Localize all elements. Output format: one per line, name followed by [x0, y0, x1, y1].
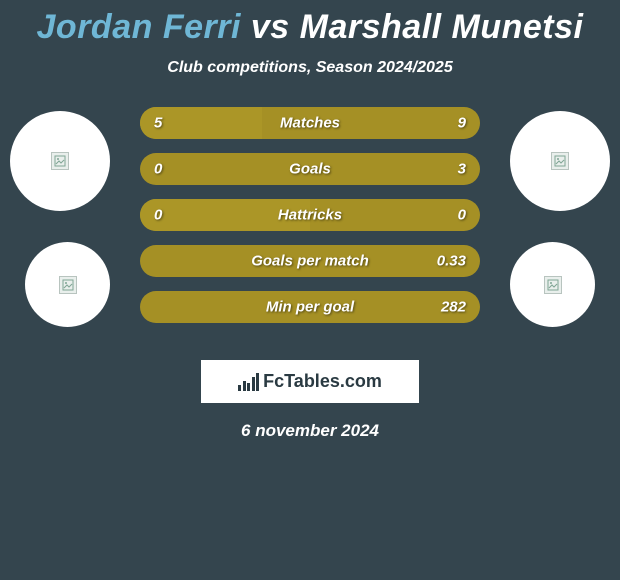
stat-bar: 0 Hattricks 0: [140, 199, 480, 231]
player1-photo-circle: [10, 111, 110, 211]
footer-date: 6 november 2024: [0, 421, 620, 441]
comparison-infographic: Jordan Ferri vs Marshall Munetsi Club co…: [0, 0, 620, 441]
subtitle: Club competitions, Season 2024/2025: [0, 59, 620, 77]
stat-bar: 0 Goals 3: [140, 153, 480, 185]
stat-bar: Goals per match 0.33: [140, 245, 480, 277]
player2-photo-circle: [510, 111, 610, 211]
stat-left-value: 0: [154, 207, 162, 224]
stat-right-value: 3: [458, 161, 466, 178]
title-vs: vs: [251, 8, 290, 46]
stat-label: Hattricks: [278, 207, 342, 224]
stat-label: Goals per match: [251, 253, 369, 270]
logo-chart-icon: [238, 373, 259, 391]
player1-club-circle: [25, 242, 110, 327]
logo-text: FcTables.com: [263, 371, 382, 392]
stat-right-value: 0.33: [437, 253, 466, 270]
fctables-logo: FcTables.com: [201, 360, 419, 403]
broken-image-icon: [51, 152, 69, 170]
stat-label: Matches: [280, 115, 340, 132]
comparison-body: 5 Matches 9 0 Goals 3 0 Hattricks 0 Goals per mat…: [0, 107, 620, 352]
stat-right-value: 282: [441, 299, 466, 316]
player2-name: Marshall Munetsi: [300, 8, 584, 46]
page-title: Jordan Ferri vs Marshall Munetsi: [0, 8, 620, 47]
stat-label: Goals: [289, 161, 331, 178]
broken-image-icon: [59, 276, 77, 294]
broken-image-icon: [544, 276, 562, 294]
stat-bars: 5 Matches 9 0 Goals 3 0 Hattricks 0 Goals per mat…: [140, 107, 480, 337]
stat-bar: 5 Matches 9: [140, 107, 480, 139]
broken-image-icon: [551, 152, 569, 170]
stat-right-value: 0: [458, 207, 466, 224]
stat-left-value: 0: [154, 161, 162, 178]
stat-left-value: 5: [154, 115, 162, 132]
player2-club-circle: [510, 242, 595, 327]
stat-bar: Min per goal 282: [140, 291, 480, 323]
stat-right-value: 9: [458, 115, 466, 132]
player1-name: Jordan Ferri: [37, 8, 241, 46]
stat-label: Min per goal: [266, 299, 354, 316]
